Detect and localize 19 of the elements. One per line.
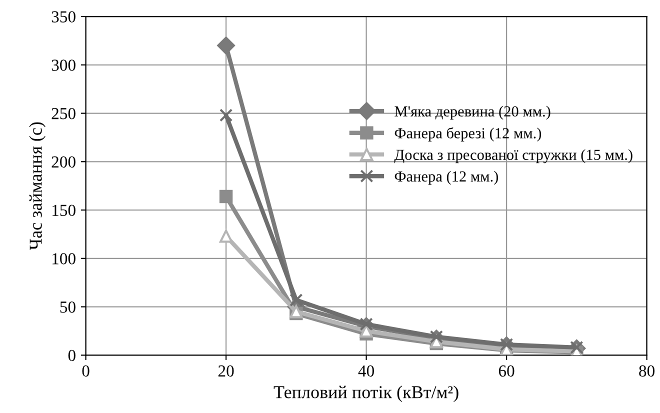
y-tick-label: 350 <box>52 11 76 22</box>
legend-label: М'яка деревина (20 мм.) <box>394 106 550 120</box>
y-tick-label: 0 <box>68 350 76 362</box>
y-tick-label: 50 <box>60 302 76 313</box>
x-tick-label: 60 <box>498 365 514 377</box>
x-tick-label: 40 <box>358 365 374 377</box>
x-tick-label: 80 <box>639 365 654 377</box>
y-tick-label: 300 <box>52 60 76 71</box>
legend-label: Фанера (12 мм.) <box>394 170 498 185</box>
x-axis-title: Тепловий потік (кВт/м²) <box>274 386 458 402</box>
y-tick-label: 200 <box>52 156 76 168</box>
y-axis-title: Час займання (с) <box>29 122 46 250</box>
x-tick-label: 20 <box>218 365 234 377</box>
y-tick-label: 150 <box>52 204 76 216</box>
x-tick-label: 0 <box>82 365 90 377</box>
legend-label: Фанера березі (12 мм.) <box>394 127 542 142</box>
y-tick-label: 250 <box>52 108 76 120</box>
y-tick-label: 100 <box>52 253 76 264</box>
legend-label: Доска з пресованої стружки (15 мм.) <box>394 149 632 164</box>
